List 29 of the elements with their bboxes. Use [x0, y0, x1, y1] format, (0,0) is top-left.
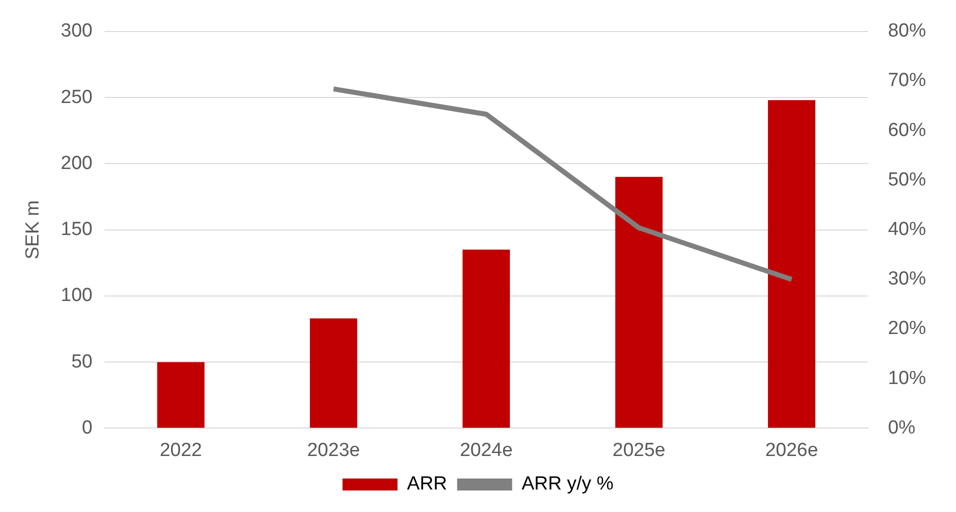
legend-label: ARR — [407, 474, 448, 495]
legend-label: ARR y/y % — [522, 474, 614, 495]
y2-tick-label: 50% — [888, 169, 926, 190]
bar — [768, 100, 816, 428]
x-tick-label: 2025e — [612, 440, 666, 461]
y2-tick-label: 20% — [888, 318, 926, 340]
x-tick-label: 2024e — [460, 440, 513, 461]
x-tick-label: 2023e — [307, 440, 360, 461]
x-tick-label: 2022 — [160, 440, 202, 461]
bar — [310, 318, 358, 428]
y2-tick-label: 60% — [888, 120, 926, 141]
y-axis-title: SEK m — [22, 200, 44, 260]
y-tick-label: 50 — [71, 351, 92, 372]
y-tick-label: 200 — [60, 152, 92, 174]
y2-tick-label: 10% — [888, 368, 926, 389]
bar — [615, 176, 663, 428]
y-tick-label: 100 — [60, 285, 92, 306]
y-tick-label: 300 — [60, 20, 92, 42]
bar — [157, 362, 205, 428]
x-tick-label: 2026e — [765, 440, 818, 461]
y2-tick-label: 70% — [888, 70, 926, 92]
y-tick-label: 250 — [60, 86, 92, 108]
bar — [462, 250, 510, 428]
y2-tick-label: 80% — [888, 20, 926, 42]
y2-tick-label: 0% — [888, 417, 916, 438]
y2-tick-label: 40% — [888, 219, 926, 240]
y-tick-label: 150 — [60, 219, 92, 240]
y2-tick-label: 30% — [888, 268, 926, 290]
y-tick-label: 0 — [82, 417, 92, 438]
